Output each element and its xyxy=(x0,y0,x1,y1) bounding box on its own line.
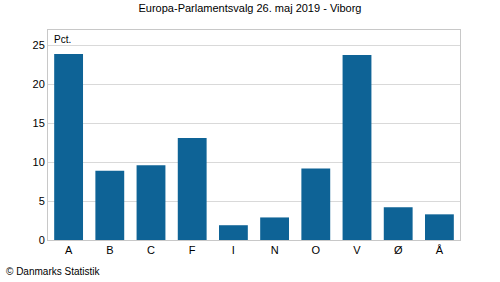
svg-text:Å: Å xyxy=(436,244,444,256)
svg-text:25: 25 xyxy=(33,39,45,51)
svg-text:A: A xyxy=(65,244,73,256)
svg-text:5: 5 xyxy=(39,195,45,207)
svg-text:V: V xyxy=(353,244,361,256)
svg-text:15: 15 xyxy=(33,117,45,129)
svg-text:20: 20 xyxy=(33,78,45,90)
svg-text:O: O xyxy=(312,244,321,256)
svg-text:0: 0 xyxy=(39,234,45,246)
svg-text:Europa-Parlamentsvalg 26. maj: Europa-Parlamentsvalg 26. maj 2019 - Vib… xyxy=(139,2,362,14)
svg-text:10: 10 xyxy=(33,156,45,168)
svg-text:I: I xyxy=(232,244,235,256)
svg-text:C: C xyxy=(147,244,155,256)
svg-text:B: B xyxy=(106,244,113,256)
svg-text:Ø: Ø xyxy=(394,244,403,256)
svg-text:Pct.: Pct. xyxy=(54,34,71,45)
svg-text:F: F xyxy=(189,244,196,256)
svg-text:© Danmarks Statistik: © Danmarks Statistik xyxy=(6,266,101,277)
svg-text:N: N xyxy=(271,244,279,256)
